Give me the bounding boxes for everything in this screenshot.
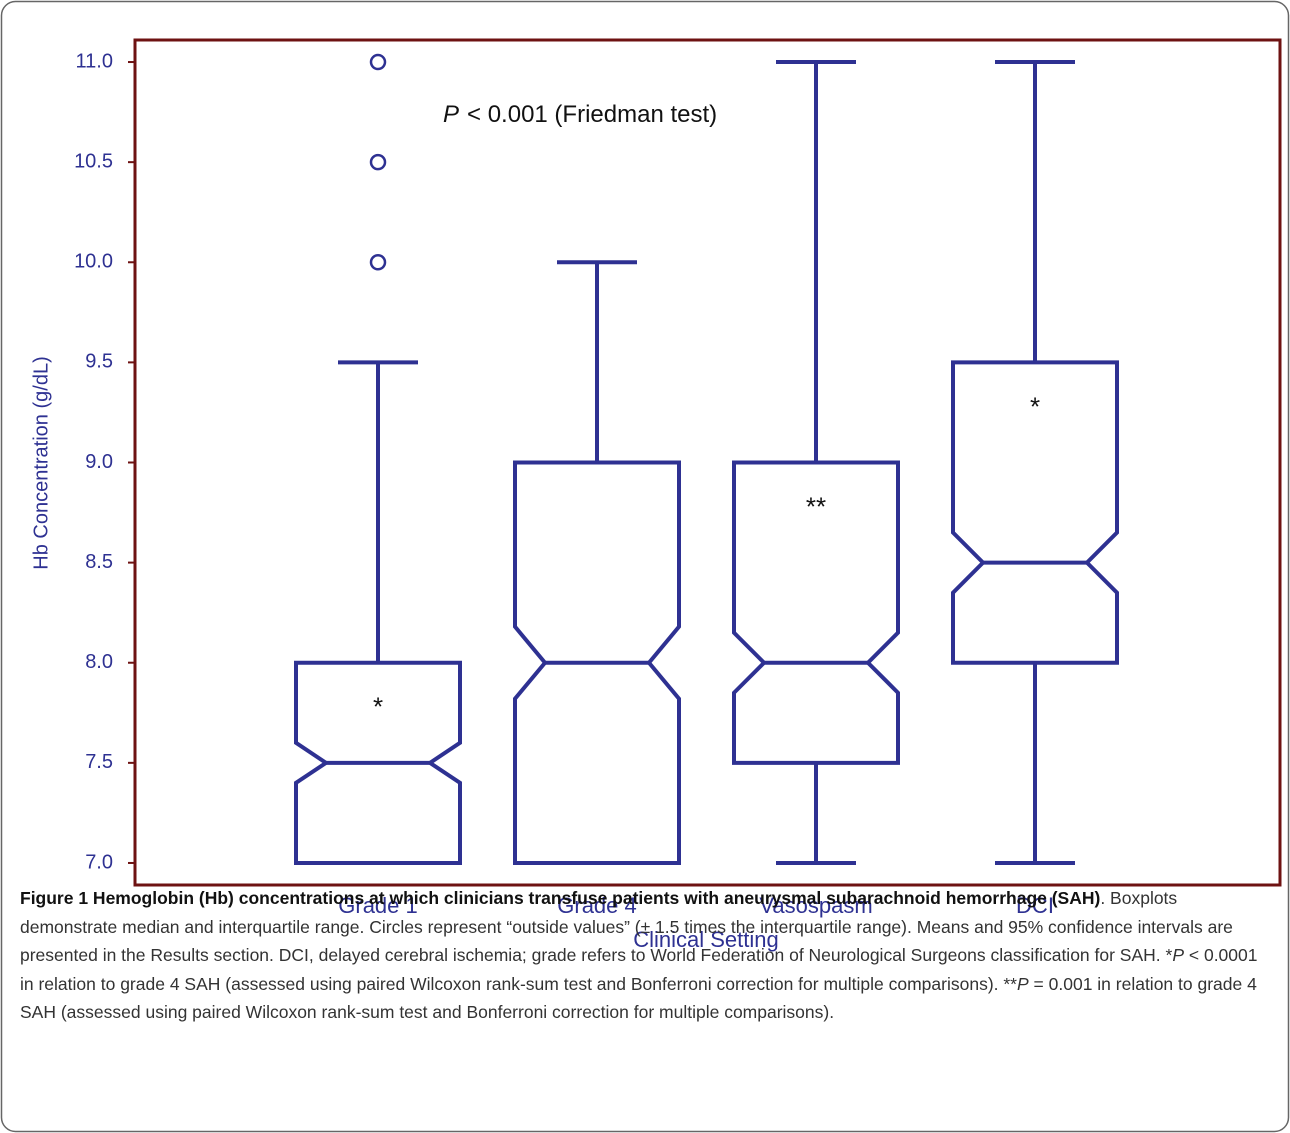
caption-text: = 0.001 in relation to grade 4 SAH (asse… [20, 973, 1257, 1023]
outlier [369, 254, 387, 271]
y-tick-label: 10.5 [74, 150, 113, 172]
significance-marker: * [1030, 391, 1040, 421]
caption-text: < 0.0001 in relation to grade 4 SAH (ass… [20, 945, 1258, 994]
outlier [369, 53, 387, 71]
y-axis-title: Hb Concentration (g/dL) [30, 356, 52, 569]
annotation-text: < 0.001 (Friedman test) [467, 101, 717, 128]
box-body [294, 660, 462, 865]
caption-text: P [1172, 945, 1185, 965]
y-tick-label: 9.5 [85, 351, 113, 373]
annotation-italic: P [443, 101, 459, 128]
box-body [951, 360, 1119, 665]
y-tick-label: 7.5 [85, 751, 113, 773]
y-tick-label: 9.0 [85, 451, 113, 473]
plot-annotation: P < 0.001 (Friedman test) [443, 101, 717, 128]
y-tick-label: 7.0 [85, 851, 113, 873]
x-axis-title: Clinical Setting [633, 927, 779, 952]
x-tick-label: Grade 4 [557, 893, 637, 918]
x-tick-label: Vasospasm [759, 893, 872, 918]
x-tick-label: DCI [1016, 893, 1054, 918]
y-tick-label: 10.0 [74, 251, 113, 273]
outlier [369, 153, 387, 171]
y-tick-label: 8.0 [85, 651, 113, 673]
caption-text: P [1017, 973, 1029, 994]
y-tick-label: 8.5 [85, 551, 113, 573]
plot-frame [133, 38, 1282, 887]
box-body [732, 460, 900, 765]
box-body [513, 460, 681, 865]
x-tick-label: Grade 1 [338, 893, 418, 918]
caption-text: Figure 1 Hemoglobin (Hb) concentrations … [20, 888, 1101, 908]
caption: Figure 1 Hemoglobin (Hb) concentrations … [20, 884, 1272, 1027]
significance-marker: * [373, 692, 383, 722]
caption-text: . Boxplots demonstrate median and interq… [20, 888, 1233, 965]
y-tick-label: 11.0 [76, 50, 113, 72]
significance-marker: ** [806, 491, 826, 521]
